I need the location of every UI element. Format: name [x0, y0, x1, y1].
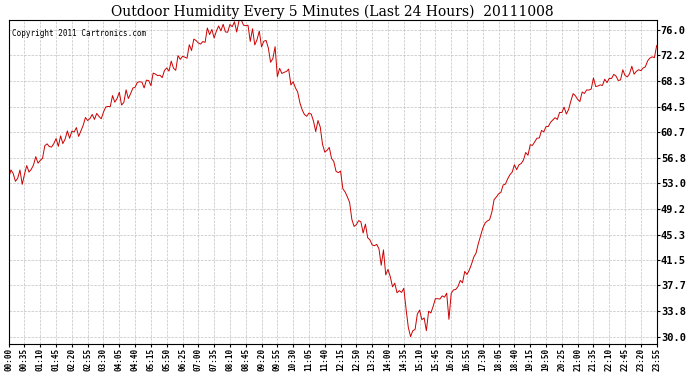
- Text: Copyright 2011 Cartronics.com: Copyright 2011 Cartronics.com: [12, 30, 146, 39]
- Title: Outdoor Humidity Every 5 Minutes (Last 24 Hours)  20111008: Outdoor Humidity Every 5 Minutes (Last 2…: [111, 4, 554, 18]
